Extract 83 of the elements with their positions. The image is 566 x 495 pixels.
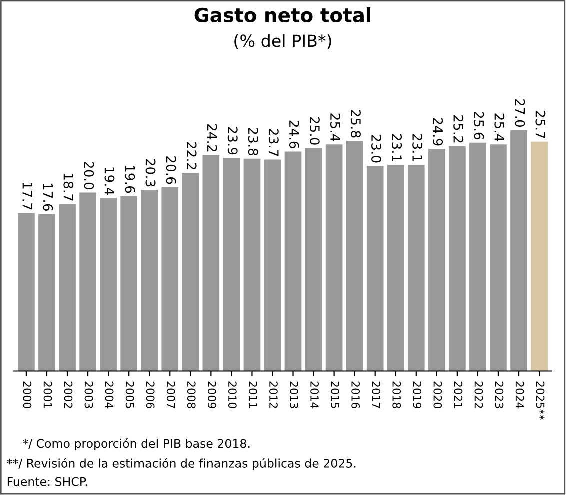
data-label: 25.7 <box>536 111 546 138</box>
x-tick-label: 2004 <box>105 382 114 409</box>
x-tick-label: 2002 <box>64 382 73 408</box>
bar <box>100 198 117 372</box>
bar <box>428 149 446 372</box>
data-label: 22.2 <box>187 142 197 170</box>
x-tick-label: 2011 <box>248 382 258 408</box>
data-label: 25.0 <box>310 117 320 145</box>
x-tick-label: 2006 <box>146 382 155 409</box>
bar <box>326 144 343 372</box>
x-tick-label: 2008 <box>187 382 196 408</box>
bar <box>366 166 384 372</box>
data-label: 23.1 <box>392 134 402 162</box>
bar <box>59 204 76 372</box>
data-label: 19.4 <box>104 168 115 195</box>
data-label: 24.2 <box>208 124 218 152</box>
data-label: 19.6 <box>125 166 136 194</box>
x-tick-label: 2012 <box>270 382 278 408</box>
x-tick-label: 2019 <box>413 382 422 408</box>
bar <box>531 142 548 372</box>
x-tick-label: 2010 <box>228 382 237 409</box>
data-label: 20.0 <box>84 162 94 190</box>
x-tick-label: 2018 <box>392 382 402 408</box>
x-tick-label: 2007 <box>166 382 176 408</box>
data-label: 20.3 <box>146 159 156 187</box>
data-label: 25.4 <box>330 114 340 142</box>
bar <box>18 213 35 372</box>
data-label: 18.7 <box>64 174 74 201</box>
source-note: Fuente: SHCP. <box>8 477 88 486</box>
x-tick-label: 2009 <box>208 382 216 408</box>
x-tick-label: 2000 <box>23 382 32 409</box>
data-label: 23.9 <box>228 127 238 155</box>
text: **/ Revisión de la estimación de finanzas públicas de 2025. <box>7 458 356 470</box>
data-label: 24.9 <box>433 118 444 146</box>
data-label: 25.2 <box>454 116 464 143</box>
bar <box>346 141 364 372</box>
bar <box>264 160 282 372</box>
x-tick-label: 2013 <box>290 382 298 408</box>
bar <box>182 173 200 372</box>
chart-title: Gasto neto total <box>194 8 370 23</box>
data-label: 23.8 <box>248 128 258 156</box>
x-tick-label: 2005 <box>126 382 134 408</box>
bar <box>223 158 240 372</box>
data-label: 23.0 <box>372 135 382 163</box>
x-tick-label: 2024 <box>516 382 524 409</box>
x-tick-label: 2025** <box>536 382 545 420</box>
chart-subtitle: (% del PIB*) <box>234 34 332 50</box>
x-tick-label: 2003 <box>84 382 94 408</box>
text: */ Como proporción del PIB base 2018. <box>22 438 250 450</box>
bar <box>162 187 179 372</box>
bar <box>38 214 56 372</box>
bar <box>490 144 507 372</box>
x-tick-label: 2022 <box>474 382 484 408</box>
bar <box>387 165 404 372</box>
bar <box>510 130 528 372</box>
data-label: 23.1 <box>412 134 423 162</box>
bar <box>408 165 425 372</box>
bar <box>80 192 96 372</box>
data-label: 23.7 <box>268 128 279 156</box>
bar <box>284 152 302 372</box>
x-tick-label: 2020 <box>434 382 442 409</box>
x-tick-label: 2021 <box>454 382 463 408</box>
data-label: 27.0 <box>515 100 526 128</box>
data-label: 25.4 <box>494 114 505 142</box>
data-label: 25.8 <box>351 110 361 138</box>
x-tick-label: 2017 <box>372 382 381 408</box>
x-tick-label: 2014 <box>310 382 319 409</box>
x-tick-label: 2015 <box>331 382 340 408</box>
data-label: 17.6 <box>43 184 54 211</box>
bar <box>202 155 220 372</box>
bar <box>449 146 466 372</box>
bar <box>141 190 158 372</box>
x-tick-label: 2023 <box>495 382 504 408</box>
data-label: 24.6 <box>289 120 300 148</box>
bar <box>305 148 322 372</box>
bar <box>244 158 261 372</box>
x-tick-label: 2016 <box>352 382 360 409</box>
data-label: 20.6 <box>166 156 176 184</box>
data-label: 25.6 <box>474 112 484 140</box>
data-label: 17.7 <box>22 182 32 210</box>
bar <box>120 196 138 372</box>
x-tick-label: 2001 <box>44 382 52 408</box>
bar <box>470 142 486 372</box>
